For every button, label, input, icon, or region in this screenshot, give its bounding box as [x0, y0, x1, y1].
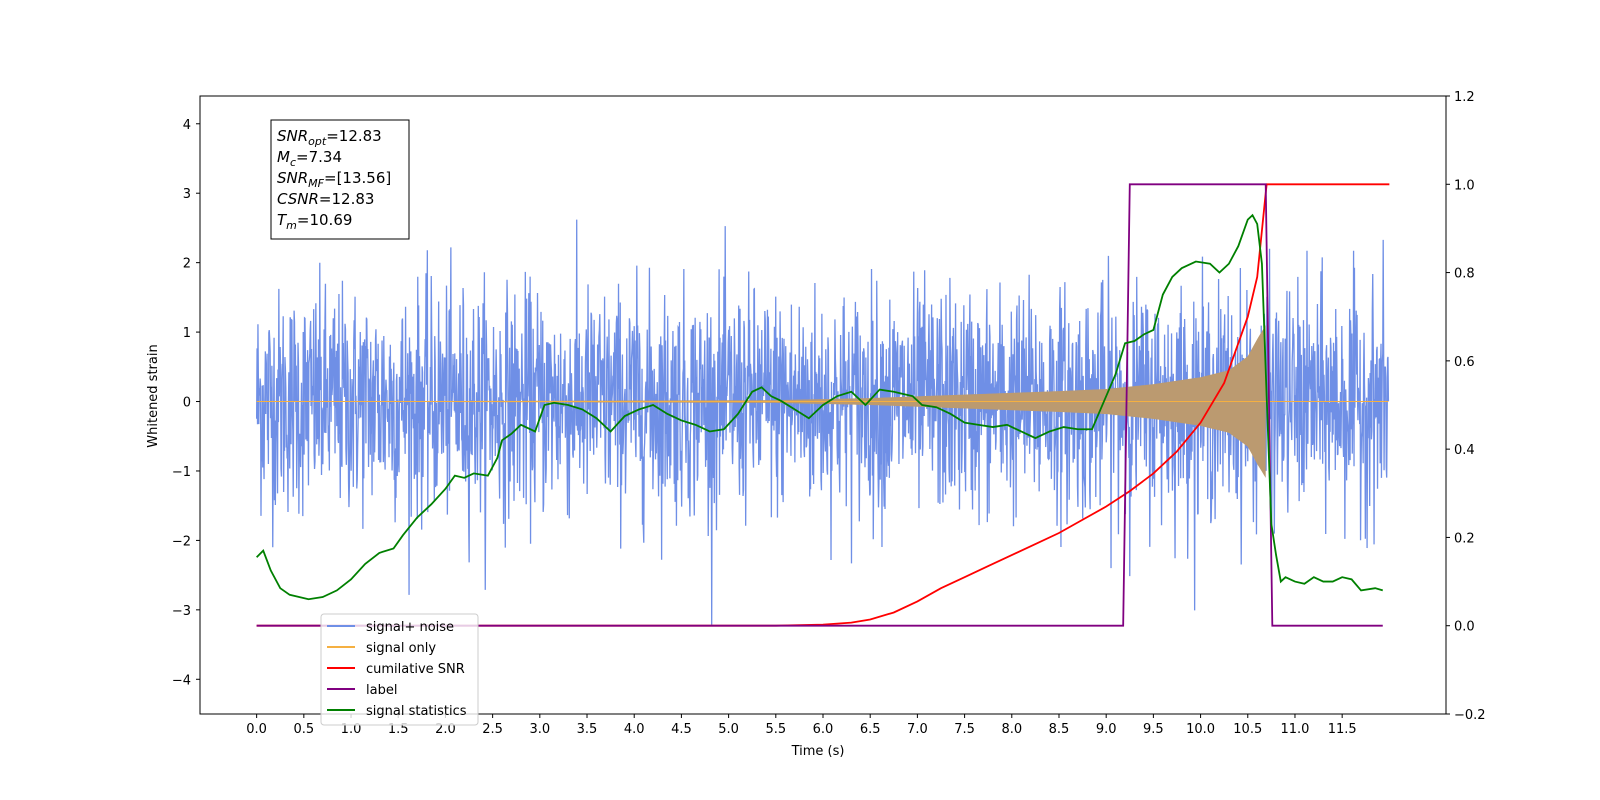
- plot-area: [255, 183, 1390, 627]
- y-tick-label: 4: [183, 118, 191, 133]
- x-tick-label: 5.0: [718, 722, 739, 737]
- x-tick-label: 10.0: [1186, 722, 1215, 737]
- series-label-line: [256, 183, 1383, 627]
- legend-frame: [320, 613, 479, 726]
- annotation-box-frame: [270, 119, 410, 240]
- legend-entry-label: signal statistics: [366, 704, 467, 719]
- y2-tick-label: 0.0: [1454, 620, 1475, 635]
- x-tick-label: 4.5: [671, 722, 692, 737]
- annotation-line: SNRMF=[13.56]: [277, 169, 391, 190]
- x-tick-label: 8.0: [1001, 722, 1022, 737]
- x-tick-label: 9.5: [1143, 722, 1164, 737]
- y2-tick-label: 0.6: [1454, 355, 1475, 370]
- x-tick-label: 9.0: [1096, 722, 1117, 737]
- x-tick-label: 5.5: [765, 722, 786, 737]
- y-tick-label: 0: [183, 396, 191, 411]
- legend-entry-label: signal+ noise: [366, 620, 454, 635]
- x-tick-label: 6.0: [813, 722, 834, 737]
- y2-tick-label: 0.8: [1454, 267, 1475, 282]
- series-cumulative-snr-line: [256, 183, 1390, 627]
- legend-entry-label: label: [366, 683, 397, 698]
- x-tick-label: 2.5: [482, 722, 503, 737]
- y-tick-label: 3: [183, 187, 191, 202]
- y-tick-label: 1: [183, 326, 191, 341]
- axes: 0.0 0.5 1.0 1.5 2.0 2.5 3.0 3.5 4.0 4.5 5.0 5.5 6.0 6…: [172, 90, 1486, 737]
- y-axis-label: Whitened strain: [146, 344, 161, 447]
- x-tick-label: 3.5: [577, 722, 598, 737]
- x-tick-label: 6.5: [860, 722, 881, 737]
- annotation-line: SNRopt=12.83: [277, 127, 382, 148]
- x-tick-label: 7.5: [954, 722, 975, 737]
- x-tick-label: 1.0: [341, 722, 362, 737]
- metrics-annotation-box: SNRopt=12.83Mc=7.34SNRMF=[13.56]CSNR=12.…: [270, 119, 410, 240]
- x-tick-label: 7.0: [907, 722, 928, 737]
- y2-tick-label: 0.4: [1454, 443, 1475, 458]
- y2-tick-label: 0.2: [1454, 531, 1475, 546]
- y-tick-label: −3: [172, 604, 191, 619]
- x-tick-label: 8.5: [1049, 722, 1070, 737]
- y-tick-label: −4: [172, 673, 191, 688]
- y-tick-label: 2: [183, 257, 191, 272]
- x-tick-label: 4.0: [624, 722, 645, 737]
- x-tick-label: 3.0: [529, 722, 550, 737]
- legend: signal+ noise signal only cumilative SNR la…: [320, 613, 479, 726]
- x-tick-label: 10.5: [1233, 722, 1262, 737]
- x-tick-label: 0.5: [293, 722, 314, 737]
- x-tick-label: 2.0: [435, 722, 456, 737]
- y2-tick-label: 1.0: [1454, 178, 1475, 193]
- y2-tick-label: −0.2: [1454, 708, 1486, 723]
- y-tick-label: −1: [172, 465, 191, 480]
- x-axis-label: Time (s): [791, 744, 845, 759]
- x-tick-label: 0.0: [246, 722, 267, 737]
- y2-tick-label: 1.2: [1454, 90, 1475, 105]
- annotation-line: Tm=10.69: [277, 211, 352, 232]
- x-tick-label: 11.5: [1328, 722, 1357, 737]
- y-tick-label: −2: [172, 534, 191, 549]
- annotation-line: Mc=7.34: [277, 148, 342, 169]
- legend-entry-label: cumilative SNR: [366, 662, 465, 677]
- legend-entry-label: signal only: [366, 641, 436, 656]
- x-tick-label: 1.5: [388, 722, 409, 737]
- series-signal-statistics-line: [256, 213, 1384, 601]
- x-tick-label: 11.0: [1280, 722, 1309, 737]
- annotation-line: CSNR=12.83: [277, 190, 374, 208]
